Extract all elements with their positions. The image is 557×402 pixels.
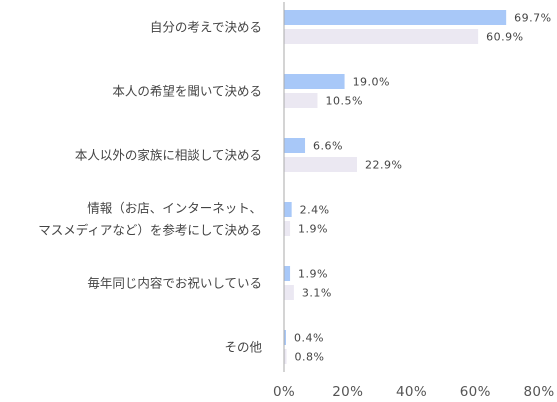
bar-series-1 — [284, 10, 507, 25]
category-label: 本人以外の家族に相談して決める — [75, 148, 262, 163]
value-label: 3.1% — [302, 287, 332, 300]
x-tick-label: 80% — [524, 384, 555, 400]
category-label: その他 — [224, 340, 262, 355]
bar-series-2 — [284, 157, 357, 172]
value-label: 19.0% — [353, 76, 390, 89]
category-labels: 自分の考えで決める本人の希望を聞いて決める本人以外の家族に相談して決める情報（お… — [38, 20, 262, 355]
category-label: 情報（お店、インターネット、 — [87, 201, 262, 216]
value-label: 0.8% — [295, 351, 325, 364]
bar-series-2 — [284, 93, 318, 108]
bar-series-2 — [284, 29, 479, 44]
bars — [284, 10, 507, 364]
bar-series-2 — [284, 221, 291, 236]
value-labels: 69.7% 60.9% 19.0% 10.5% 6.6% 22.9% 2.4% 1.9% 1.9… — [294, 12, 551, 364]
value-label: 0.4% — [294, 332, 324, 345]
bar-series-2 — [284, 349, 287, 364]
value-label: 22.9% — [365, 159, 402, 172]
value-label: 6.6% — [313, 140, 343, 153]
x-axis-ticks: 0% 20% 40% 60% 80% — [273, 384, 554, 400]
category-label: 毎年同じ内容でお祝いしている — [87, 276, 262, 291]
x-tick-label: 60% — [460, 384, 491, 400]
category-label: 自分の考えで決める — [150, 20, 262, 35]
bar-series-1 — [284, 266, 291, 281]
x-tick-label: 20% — [332, 384, 363, 400]
bar-series-1 — [284, 202, 292, 217]
x-tick-label: 40% — [396, 384, 427, 400]
bar-series-1 — [284, 74, 345, 89]
bar-series-2 — [284, 285, 294, 300]
value-label: 69.7% — [514, 12, 551, 25]
bar-series-1 — [284, 330, 286, 345]
bar-series-1 — [284, 138, 306, 153]
category-label: マスメディアなど）を参考にして決める — [38, 223, 262, 238]
category-label: 本人の希望を聞いて決める — [112, 84, 262, 99]
value-label: 1.9% — [298, 223, 328, 236]
value-label: 60.9% — [486, 31, 523, 44]
x-tick-label: 0% — [273, 384, 295, 400]
value-label: 2.4% — [300, 204, 330, 217]
value-label: 1.9% — [298, 268, 328, 281]
value-label: 10.5% — [325, 95, 362, 108]
